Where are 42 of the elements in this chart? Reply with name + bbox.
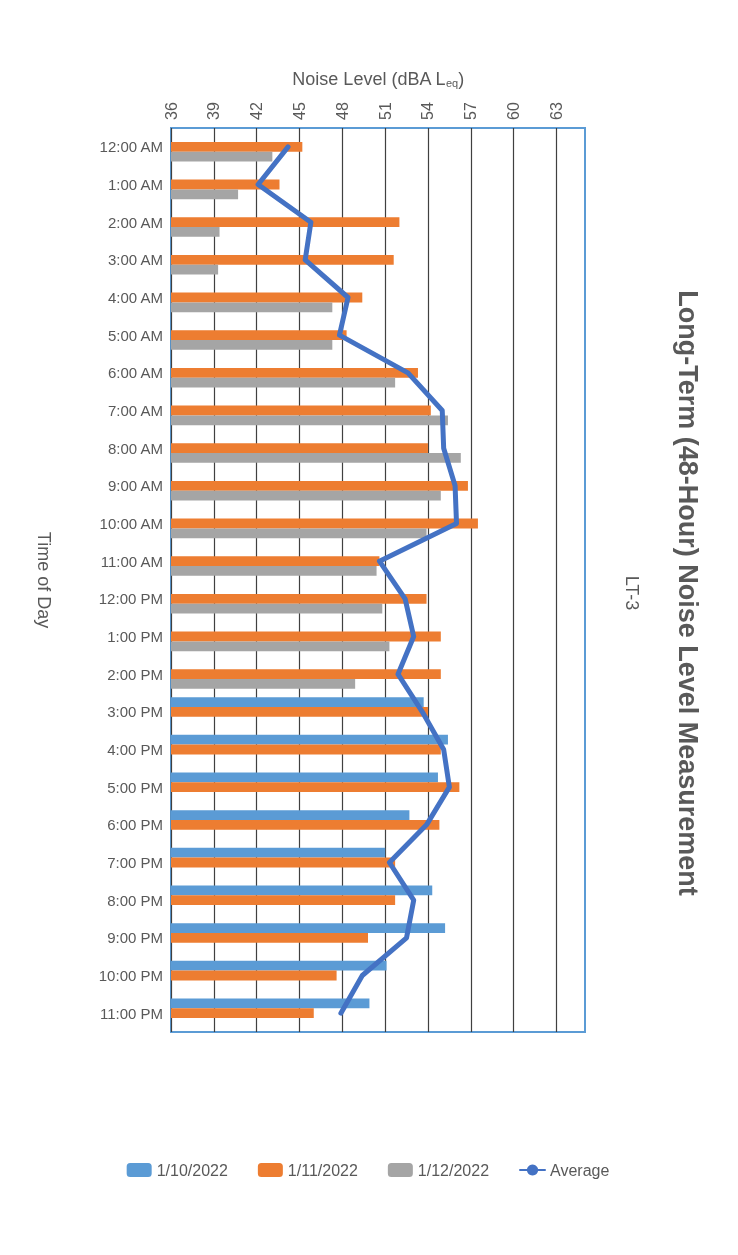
- y-tick-label: 4:00 AM: [107, 289, 163, 306]
- y-tick-label: 3:00 AM: [107, 251, 163, 269]
- y-tick-label: 11:00 AM: [100, 552, 163, 570]
- x-tick-label: 45: [290, 102, 308, 120]
- y-tick-label: 5:00 AM: [107, 326, 163, 344]
- y-tick-label: 6:00 AM: [107, 364, 163, 382]
- y-tick-label: 8:00 AM: [107, 439, 163, 457]
- text: Long-Term (48-Hour) Noise Level Measurement: [673, 290, 703, 896]
- legend-label: 1/12/2022: [417, 1161, 490, 1179]
- x-axis-title: Noise Level (dBA Leq): [292, 68, 465, 89]
- legend-label: 1/11/2022: [287, 1161, 358, 1179]
- y-tick-label: 11:00 PM: [99, 1004, 163, 1022]
- legend-label: Average: [550, 1161, 610, 1179]
- y-tick-label: 12:00 PM: [98, 590, 163, 608]
- legend-label: 1/10/2022: [156, 1161, 228, 1179]
- y-tick-label: 2:00 PM: [107, 665, 163, 683]
- x-tick-label: 57: [462, 102, 480, 120]
- x-tick-label: 39: [205, 102, 223, 120]
- y-tick-label: 12:00 AM: [99, 138, 163, 156]
- x-tick-label: 54: [419, 102, 437, 120]
- y-tick-label: 7:00 AM: [107, 402, 163, 419]
- x-tick-label: 42: [248, 102, 266, 120]
- y-tick-label: 1:00 AM: [107, 176, 163, 193]
- x-tick-label: 63: [547, 102, 565, 120]
- y-axis-title: Time of Day: [34, 531, 54, 629]
- y-tick-label: 9:00 PM: [107, 929, 163, 947]
- x-tick-label: 36: [162, 102, 180, 120]
- y-tick-label: 1:00 PM: [107, 628, 163, 645]
- y-tick-label: 10:00 AM: [99, 515, 163, 532]
- x-tick-label: 48: [333, 102, 351, 120]
- y-tick-label: 6:00 PM: [107, 816, 163, 834]
- y-tick-label: 2:00 AM: [107, 213, 163, 231]
- y-tick-label: 3:00 PM: [107, 703, 163, 721]
- y-tick-label: 4:00 PM: [107, 741, 163, 758]
- x-tick-label: 51: [376, 102, 394, 120]
- y-tick-label: 7:00 PM: [107, 854, 163, 871]
- x-tick-label: 60: [505, 102, 523, 120]
- y-tick-label: 5:00 PM: [107, 778, 163, 796]
- y-tick-label: 9:00 AM: [107, 477, 163, 495]
- y-tick-label: 10:00 PM: [98, 967, 163, 984]
- y-tick-label: 8:00 PM: [107, 891, 163, 909]
- text: LT-3: [622, 575, 642, 611]
